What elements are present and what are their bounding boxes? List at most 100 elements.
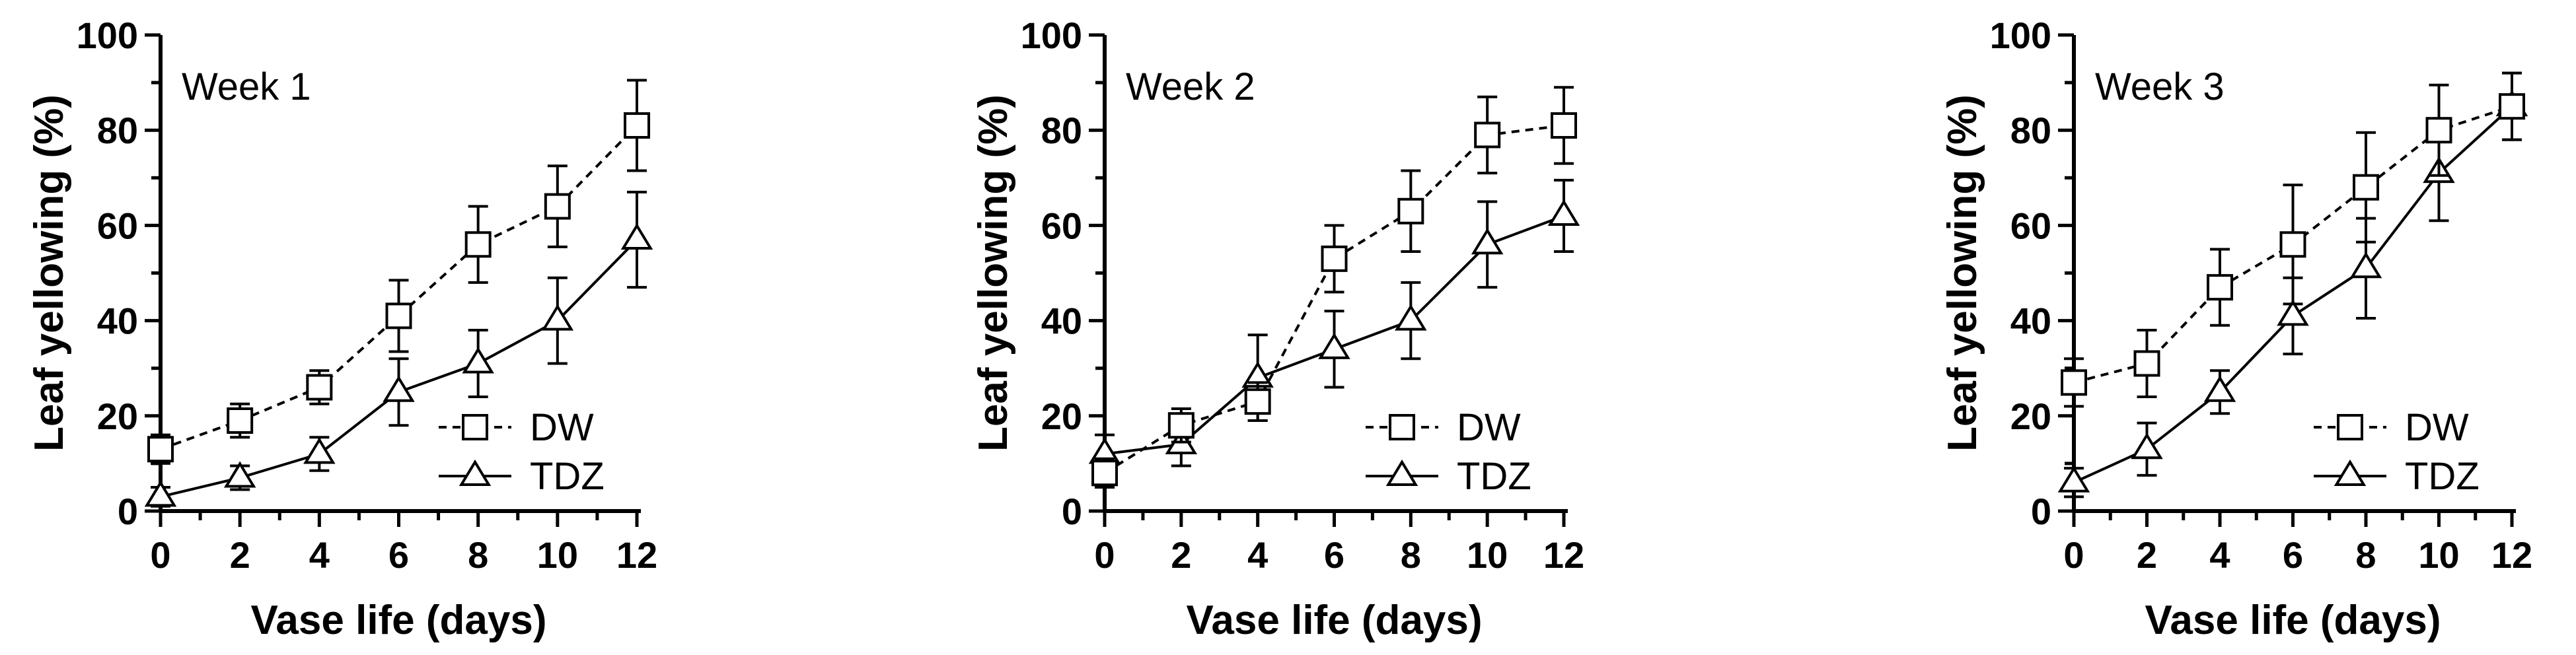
x-axis-title: Vase life (days) — [250, 598, 546, 643]
y-tick-label: 60 — [1041, 205, 1082, 246]
square-marker — [2353, 174, 2379, 201]
legend-label: TDZ — [1457, 455, 1531, 498]
series-dw — [1091, 86, 1577, 489]
square-marker — [2279, 231, 2306, 258]
triangle-marker — [223, 461, 256, 488]
y-tick-label: 20 — [1041, 396, 1082, 437]
chart-panel: 0 20 40 60 80 100 0 2 4 6 8 10 12 Vase life (days) Lea… — [1940, 15, 2532, 643]
square-marker — [2207, 274, 2233, 301]
legend-label: TDZ — [2405, 455, 2480, 498]
y-tick-label: 20 — [2010, 396, 2051, 437]
x-tick-label: 10 — [2418, 534, 2459, 576]
triangle-marker — [1547, 199, 1580, 226]
square-marker — [306, 374, 333, 401]
y-tick-label: 80 — [97, 110, 138, 151]
square-marker — [464, 231, 492, 258]
series-tdz — [144, 190, 653, 508]
x-tick-label: 4 — [2209, 534, 2230, 576]
square-marker — [1091, 460, 1118, 487]
chart-panel: 0 20 40 60 80 100 0 2 4 6 8 10 12 Vase life (days) Lea… — [971, 15, 1584, 643]
y-axis-title: Leaf yellowing (%) — [1940, 94, 1985, 452]
x-tick-label: 2 — [2137, 534, 2157, 576]
y-tick-label: 100 — [1990, 15, 2051, 56]
y-tick-label: 80 — [2010, 110, 2051, 151]
x-tick-label: 0 — [150, 534, 170, 576]
square-marker — [2133, 350, 2160, 377]
y-tick-label: 80 — [1041, 110, 1082, 151]
triangle-marker — [383, 375, 415, 402]
x-tick-label: 6 — [388, 534, 409, 576]
x-tick-label: 0 — [2063, 534, 2084, 576]
legend-label: TDZ — [530, 455, 605, 498]
panel-title: Week 1 — [182, 65, 311, 108]
series-dw — [147, 79, 650, 465]
x-tick-label: 6 — [1324, 534, 1344, 576]
panel-title: Week 3 — [2095, 65, 2225, 108]
legend: DW TDZ — [2314, 406, 2480, 498]
y-tick-label: 100 — [1021, 15, 1082, 56]
x-tick-label: 12 — [1543, 534, 1584, 576]
triangle-marker — [459, 459, 492, 486]
x-tick-label: 10 — [537, 534, 578, 576]
square-marker — [1389, 414, 1415, 440]
square-marker — [544, 193, 571, 220]
y-tick-label: 0 — [1062, 491, 1082, 532]
triangle-marker — [2334, 459, 2367, 486]
x-tick-label: 8 — [1401, 534, 1421, 576]
square-marker — [1321, 245, 1348, 272]
legend: DW TDZ — [439, 406, 605, 498]
x-tick-label: 8 — [468, 534, 488, 576]
legend-label: DW — [1457, 406, 1521, 449]
y-axis-title: Leaf yellowing (%) — [971, 94, 1016, 452]
legend: DW TDZ — [1366, 406, 1531, 498]
triangle-marker — [2203, 375, 2236, 402]
triangle-marker — [2131, 432, 2163, 460]
square-marker — [462, 414, 488, 440]
triangle-marker — [144, 480, 177, 507]
chart-panel: 0 20 40 60 80 100 0 2 4 6 8 10 12 Vase life (days) Lea… — [26, 15, 657, 643]
square-marker — [2499, 93, 2525, 120]
square-marker — [2061, 369, 2087, 396]
triangle-marker — [2349, 252, 2382, 279]
triangle-marker — [1395, 304, 1427, 331]
square-marker — [227, 407, 254, 434]
x-tick-label: 4 — [1247, 534, 1268, 576]
x-tick-label: 2 — [1171, 534, 1191, 576]
x-tick-label: 4 — [309, 534, 330, 576]
x-tick-label: 0 — [1094, 534, 1115, 576]
square-marker — [1397, 197, 1424, 224]
y-tick-label: 20 — [97, 396, 138, 437]
x-axis-title: Vase life (days) — [2145, 598, 2441, 643]
triangle-marker — [462, 347, 494, 374]
legend-label: DW — [530, 406, 594, 449]
x-tick-label: 8 — [2355, 534, 2376, 576]
y-tick-label: 40 — [97, 300, 138, 342]
triangle-marker — [541, 304, 574, 331]
legend-label: DW — [2405, 406, 2469, 449]
y-tick-label: 40 — [2010, 300, 2051, 342]
square-marker — [2425, 117, 2452, 144]
triangle-marker — [620, 223, 653, 250]
x-tick-label: 6 — [2283, 534, 2303, 576]
x-axis-title: Vase life (days) — [1186, 598, 1482, 643]
x-tick-label: 12 — [2491, 534, 2532, 576]
triangle-marker — [1471, 228, 1504, 255]
triangle-marker — [1385, 459, 1418, 486]
triangle-marker — [1318, 332, 1350, 359]
square-marker — [1167, 412, 1195, 439]
square-marker — [2337, 414, 2363, 440]
y-tick-label: 0 — [118, 491, 138, 532]
panel-title: Week 2 — [1126, 65, 1255, 108]
y-axis-title: Leaf yellowing (%) — [26, 94, 72, 452]
y-tick-label: 0 — [2031, 491, 2051, 532]
triangle-marker — [2057, 465, 2090, 493]
square-marker — [1551, 112, 1577, 139]
x-tick-label: 12 — [616, 534, 657, 576]
x-tick-label: 2 — [230, 534, 250, 576]
square-marker — [624, 112, 650, 139]
triangle-marker — [2277, 299, 2309, 326]
square-marker — [1244, 388, 1271, 415]
y-tick-label: 100 — [77, 15, 138, 56]
x-tick-label: 10 — [1467, 534, 1508, 576]
